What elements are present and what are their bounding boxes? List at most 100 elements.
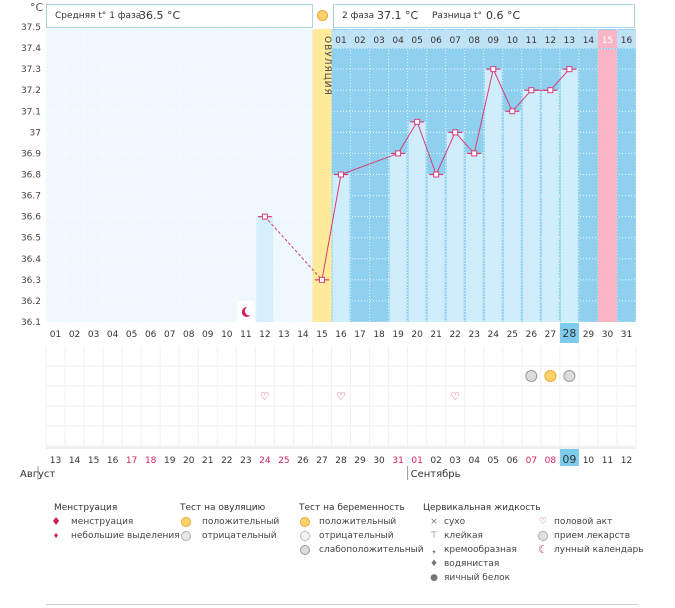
- y-tick-label: 37.2: [21, 86, 41, 96]
- temp-line-segment: [454, 132, 475, 154]
- day-number: 24: [488, 330, 500, 340]
- today-calendar-cell: [559, 449, 579, 466]
- cycle-highlight-column: [597, 49, 617, 322]
- calendar-date: 16: [107, 456, 119, 466]
- day-number: 13: [278, 330, 289, 340]
- temp-point: [452, 129, 459, 136]
- calendar-date: 22: [221, 456, 232, 466]
- calendar-date: 15: [88, 456, 99, 466]
- intercourse-heart-icon: ♡: [450, 390, 460, 403]
- legend-cervical-watery: водянистая: [444, 559, 500, 569]
- y-tick-label: 36.6: [21, 213, 41, 223]
- intercourse-heart-icon: ♡: [336, 390, 346, 403]
- calendar-date: 19: [164, 456, 176, 466]
- calendar-date: 01: [411, 456, 422, 466]
- day-number: 23: [468, 330, 479, 340]
- cervical-creamy-icon: ❟: [432, 545, 436, 555]
- temp-point: [509, 108, 516, 115]
- calendar-date: 14: [69, 456, 81, 466]
- temp-line-segment: [340, 152, 399, 175]
- calendar-date: 23: [240, 456, 251, 466]
- day-number: 28: [562, 327, 576, 340]
- day-number: 26: [526, 330, 538, 340]
- legend-pregtest-negative: отрицательный: [319, 531, 394, 541]
- y-tick-label: 37: [30, 128, 41, 138]
- phase2-summary: 2 фаза 37.1 °C Разница t° 0.6 °C: [333, 4, 635, 28]
- cycle-day-number: 15: [602, 36, 613, 46]
- day-number: 10: [221, 330, 233, 340]
- calendar-date: 26: [297, 456, 309, 466]
- day-number: 14: [297, 330, 309, 340]
- day-number: 21: [430, 330, 441, 340]
- cycle-day-number: 07: [449, 36, 460, 46]
- day-number: 30: [602, 330, 614, 340]
- temp-bar: [503, 111, 521, 323]
- day-number: 22: [449, 330, 460, 340]
- pregnancy-test-icon: [563, 370, 576, 382]
- legend: Менструация ♦ менструация ♦ небольшие вы…: [46, 498, 643, 603]
- day-number: 08: [183, 330, 195, 340]
- phase2-value: 37.1 °C: [377, 9, 419, 22]
- calendar-date: 02: [430, 456, 441, 466]
- calendar-date: 12: [621, 456, 632, 466]
- cycle-day-number: 04: [392, 36, 404, 46]
- bbt-chart: 37.5 37.4 37.3 37.2 37.1 37 36.9 36.8 36.7 36.6 36…: [20, 23, 637, 480]
- bottom-divider: [46, 604, 638, 605]
- temp-line-segment: [397, 121, 418, 154]
- calendar-date: 04: [468, 456, 480, 466]
- day-number: 07: [164, 330, 175, 340]
- temp-line-segment: [473, 69, 494, 154]
- cycle-day-number: 12: [545, 36, 556, 46]
- day-number: 04: [107, 330, 119, 340]
- temp-bar: [389, 153, 407, 322]
- temp-line-segment: [416, 121, 437, 175]
- cervical-sticky-icon: ⊤: [430, 531, 438, 541]
- legend-intercourse: половой акт: [554, 517, 613, 527]
- day-number: 17: [354, 330, 365, 340]
- temp-bar: [427, 174, 445, 322]
- legend-menstruation-title: Менструация: [54, 503, 118, 513]
- temp-point: [338, 171, 344, 178]
- calendar-date: 17: [126, 456, 137, 466]
- legend-cervical-creamy: кремообразная: [444, 545, 517, 555]
- temp-line-segment: [492, 68, 513, 112]
- cycle-day-number: 06: [430, 36, 442, 46]
- menstruation-drop-icon: ♦: [51, 515, 61, 528]
- legend-medication: прием лекарств: [554, 531, 631, 541]
- temp-bar: [446, 132, 464, 322]
- calendar-date: 03: [449, 456, 460, 466]
- calendar-date: 06: [507, 456, 519, 466]
- y-tick-label: 36.3: [21, 276, 41, 286]
- spotting-drop-icon: ♦: [52, 532, 60, 540]
- temp-bar: [484, 69, 502, 323]
- temp-bar: [541, 90, 559, 322]
- cycle-day-number: 08: [468, 36, 480, 46]
- cycle-day-number: 11: [526, 36, 537, 46]
- calendar-date: 31: [392, 456, 403, 466]
- day-number: 31: [621, 330, 632, 340]
- y-tick-label: 36.2: [21, 297, 41, 307]
- pregnancy-test-icon: [525, 370, 538, 382]
- y-tick-label: 36.8: [21, 171, 41, 181]
- calendar-date: 11: [602, 456, 613, 466]
- ovtest-positive-icon: [181, 517, 191, 527]
- calendar-date: 29: [354, 456, 366, 466]
- legend-ovtest-positive: положительный: [202, 517, 280, 527]
- temp-line-segment: [435, 132, 456, 175]
- day-number: 11: [240, 330, 251, 340]
- temp-line-segment: [511, 89, 532, 112]
- calendar-date: 08: [545, 456, 557, 466]
- calendar-date: 27: [316, 456, 327, 466]
- temp-point: [528, 87, 535, 94]
- phase1-label: Средняя t° 1 фаза: [55, 11, 142, 21]
- temp-line-segment: [549, 68, 570, 91]
- month-label-september: Сентябрь: [411, 469, 461, 480]
- day-number: 09: [202, 330, 214, 340]
- day-number: 15: [316, 330, 327, 340]
- day-number: 20: [411, 330, 423, 340]
- y-tick-label: 36.7: [21, 192, 41, 202]
- temp-point: [566, 66, 573, 73]
- day-number: 19: [392, 330, 404, 340]
- ovtest-negative-icon: [181, 531, 191, 541]
- temp-point: [433, 171, 440, 178]
